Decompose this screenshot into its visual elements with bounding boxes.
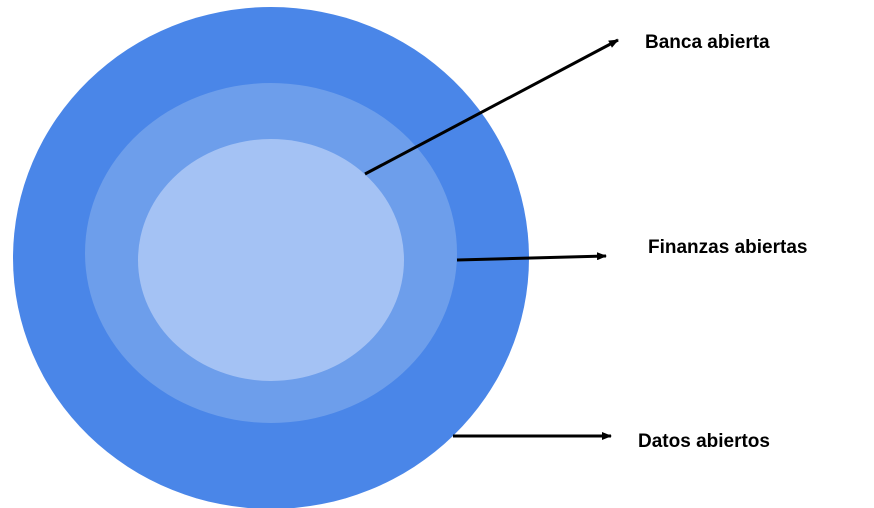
finanzas-abiertas-arrow — [456, 252, 607, 262]
datos-abiertos-label: Datos abiertos — [638, 431, 770, 452]
finanzas-abiertas-label: Finanzas abiertas — [648, 237, 808, 258]
banca-abierta-arrow — [364, 38, 619, 176]
banca-abierta-label: Banca abierta — [645, 32, 770, 53]
banca-abierta-circle — [138, 139, 404, 381]
